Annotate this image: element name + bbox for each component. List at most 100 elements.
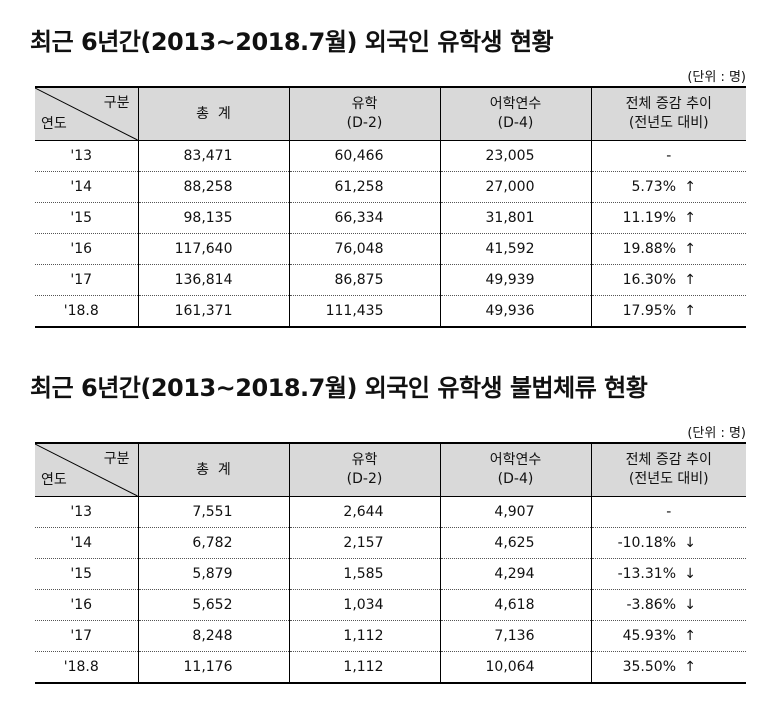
year-cell: '13 [35,496,139,528]
d2-cell: 2,157 [289,527,441,559]
header-change-label: 전체 증감 추이 [625,96,712,112]
change-value: 17.95% [622,303,676,319]
up-arrow-icon: ↑ [684,628,696,644]
header-total: 총 계 [138,442,290,497]
table-row: '14 6,782 2,157 4,625 -10.18% ↓ [35,527,746,559]
up-arrow-icon: ↑ [684,210,696,226]
d4-cell: 4,618 [440,589,592,621]
table-row: '15 5,879 1,585 4,294 -13.31% ↓ [35,558,746,590]
d4-cell: 7,136 [440,620,592,652]
d2-cell: 1,034 [289,589,441,621]
table-row: '18.8 11,176 1,112 10,064 35.50% ↑ [35,651,746,684]
header-total: 총 계 [138,86,290,141]
down-arrow-icon: ↓ [684,597,696,613]
change-value: - [666,148,672,164]
d4-cell: 49,936 [440,295,592,328]
change-cell: 35.50% ↑ [591,651,746,684]
header-corner: 구분 연도 [35,442,139,497]
change-cell: 5.73% ↑ [591,171,746,203]
d4-cell: 49,939 [440,264,592,296]
d2-cell: 66,334 [289,202,441,234]
d4-cell: 31,801 [440,202,592,234]
d2-cell: 1,585 [289,558,441,590]
year-cell: '15 [35,202,139,234]
header-change-sub: (전년도 대비) [628,471,709,487]
change-cell: 17.95% ↑ [591,295,746,328]
total-cell: 11,176 [138,651,290,684]
d2-cell: 61,258 [289,171,441,203]
change-value: -13.31% [617,566,676,582]
change-cell: - [591,140,746,172]
down-arrow-icon: ↓ [684,535,696,551]
table-row: '17 8,248 1,112 7,136 45.93% ↑ [35,620,746,652]
change-value: 11.19% [622,210,676,226]
d4-cell: 4,907 [440,496,592,528]
header-change-label: 전체 증감 추이 [625,452,712,468]
header-category: 구분 [103,95,130,111]
year-cell: '15 [35,558,139,590]
change-cell: 45.93% ↑ [591,620,746,652]
header-language-code: (D-4) [497,471,534,487]
up-arrow-icon: ↑ [684,659,696,675]
header-study: 유학 (D-2) [289,86,441,141]
up-arrow-icon: ↑ [684,272,696,288]
total-cell: 5,879 [138,558,290,590]
header-language: 어학연수 (D-4) [440,86,592,141]
d2-cell: 1,112 [289,651,441,684]
total-cell: 83,471 [138,140,290,172]
down-arrow-icon: ↓ [684,566,696,582]
up-arrow-icon: ↑ [684,303,696,319]
header-language-label: 어학연수 [489,452,542,468]
year-cell: '16 [35,233,139,265]
year-cell: '17 [35,264,139,296]
header-study-code: (D-2) [346,115,383,131]
change-cell: -10.18% ↓ [591,527,746,559]
total-cell: 7,551 [138,496,290,528]
change-value: - [666,504,672,520]
year-cell: '17 [35,620,139,652]
table-row: '13 7,551 2,644 4,907 - [35,496,746,528]
d2-cell: 111,435 [289,295,441,328]
year-cell: '14 [35,171,139,203]
corner-diagonal [35,88,138,140]
header-language: 어학연수 (D-4) [440,442,592,497]
d2-cell: 60,466 [289,140,441,172]
change-value: -10.18% [617,535,676,551]
table-header-row: 구분 연도 총 계 유학 (D-2) 어학연수 (D-4) 전체 증감 추이 (… [35,442,746,497]
header-change: 전체 증감 추이 (전년도 대비) [591,442,746,497]
table-row: '16 117,640 76,048 41,592 19.88% ↑ [35,233,746,265]
header-year: 연도 [41,116,67,132]
d2-cell: 2,644 [289,496,441,528]
header-language-label: 어학연수 [489,96,542,112]
header-study-code: (D-2) [346,471,383,487]
total-cell: 5,652 [138,589,290,621]
table-overstay: 구분 연도 총 계 유학 (D-2) 어학연수 (D-4) 전체 증감 추이 (… [35,442,746,684]
d4-cell: 41,592 [440,233,592,265]
header-total-label: 총 계 [196,461,231,478]
d2-cell: 86,875 [289,264,441,296]
table-row: '16 5,652 1,034 4,618 -3.86% ↓ [35,589,746,621]
total-cell: 98,135 [138,202,290,234]
total-cell: 8,248 [138,620,290,652]
year-cell: '14 [35,527,139,559]
section-title-overstay: 최근 6년간(2013~2018.7월) 외국인 유학생 불법체류 현황 [30,374,648,402]
header-change: 전체 증감 추이 (전년도 대비) [591,86,746,141]
change-value: -3.86% [626,597,676,613]
total-cell: 6,782 [138,527,290,559]
table-students: 구분 연도 총 계 유학 (D-2) 어학연수 (D-4) 전체 증감 추이 (… [35,86,746,328]
header-change-sub: (전년도 대비) [628,115,709,131]
total-cell: 136,814 [138,264,290,296]
change-cell: 16.30% ↑ [591,264,746,296]
up-arrow-icon: ↑ [684,241,696,257]
change-value: 45.93% [622,628,676,644]
header-category: 구분 [103,451,130,467]
unit-label: (단위 : 명) [687,70,746,85]
unit-label: (단위 : 명) [687,426,746,441]
d4-cell: 4,294 [440,558,592,590]
total-cell: 161,371 [138,295,290,328]
change-value: 16.30% [622,272,676,288]
table-row: '18.8 161,371 111,435 49,936 17.95% ↑ [35,295,746,328]
header-study-label: 유학 [351,96,378,112]
change-cell: -13.31% ↓ [591,558,746,590]
change-cell: -3.86% ↓ [591,589,746,621]
